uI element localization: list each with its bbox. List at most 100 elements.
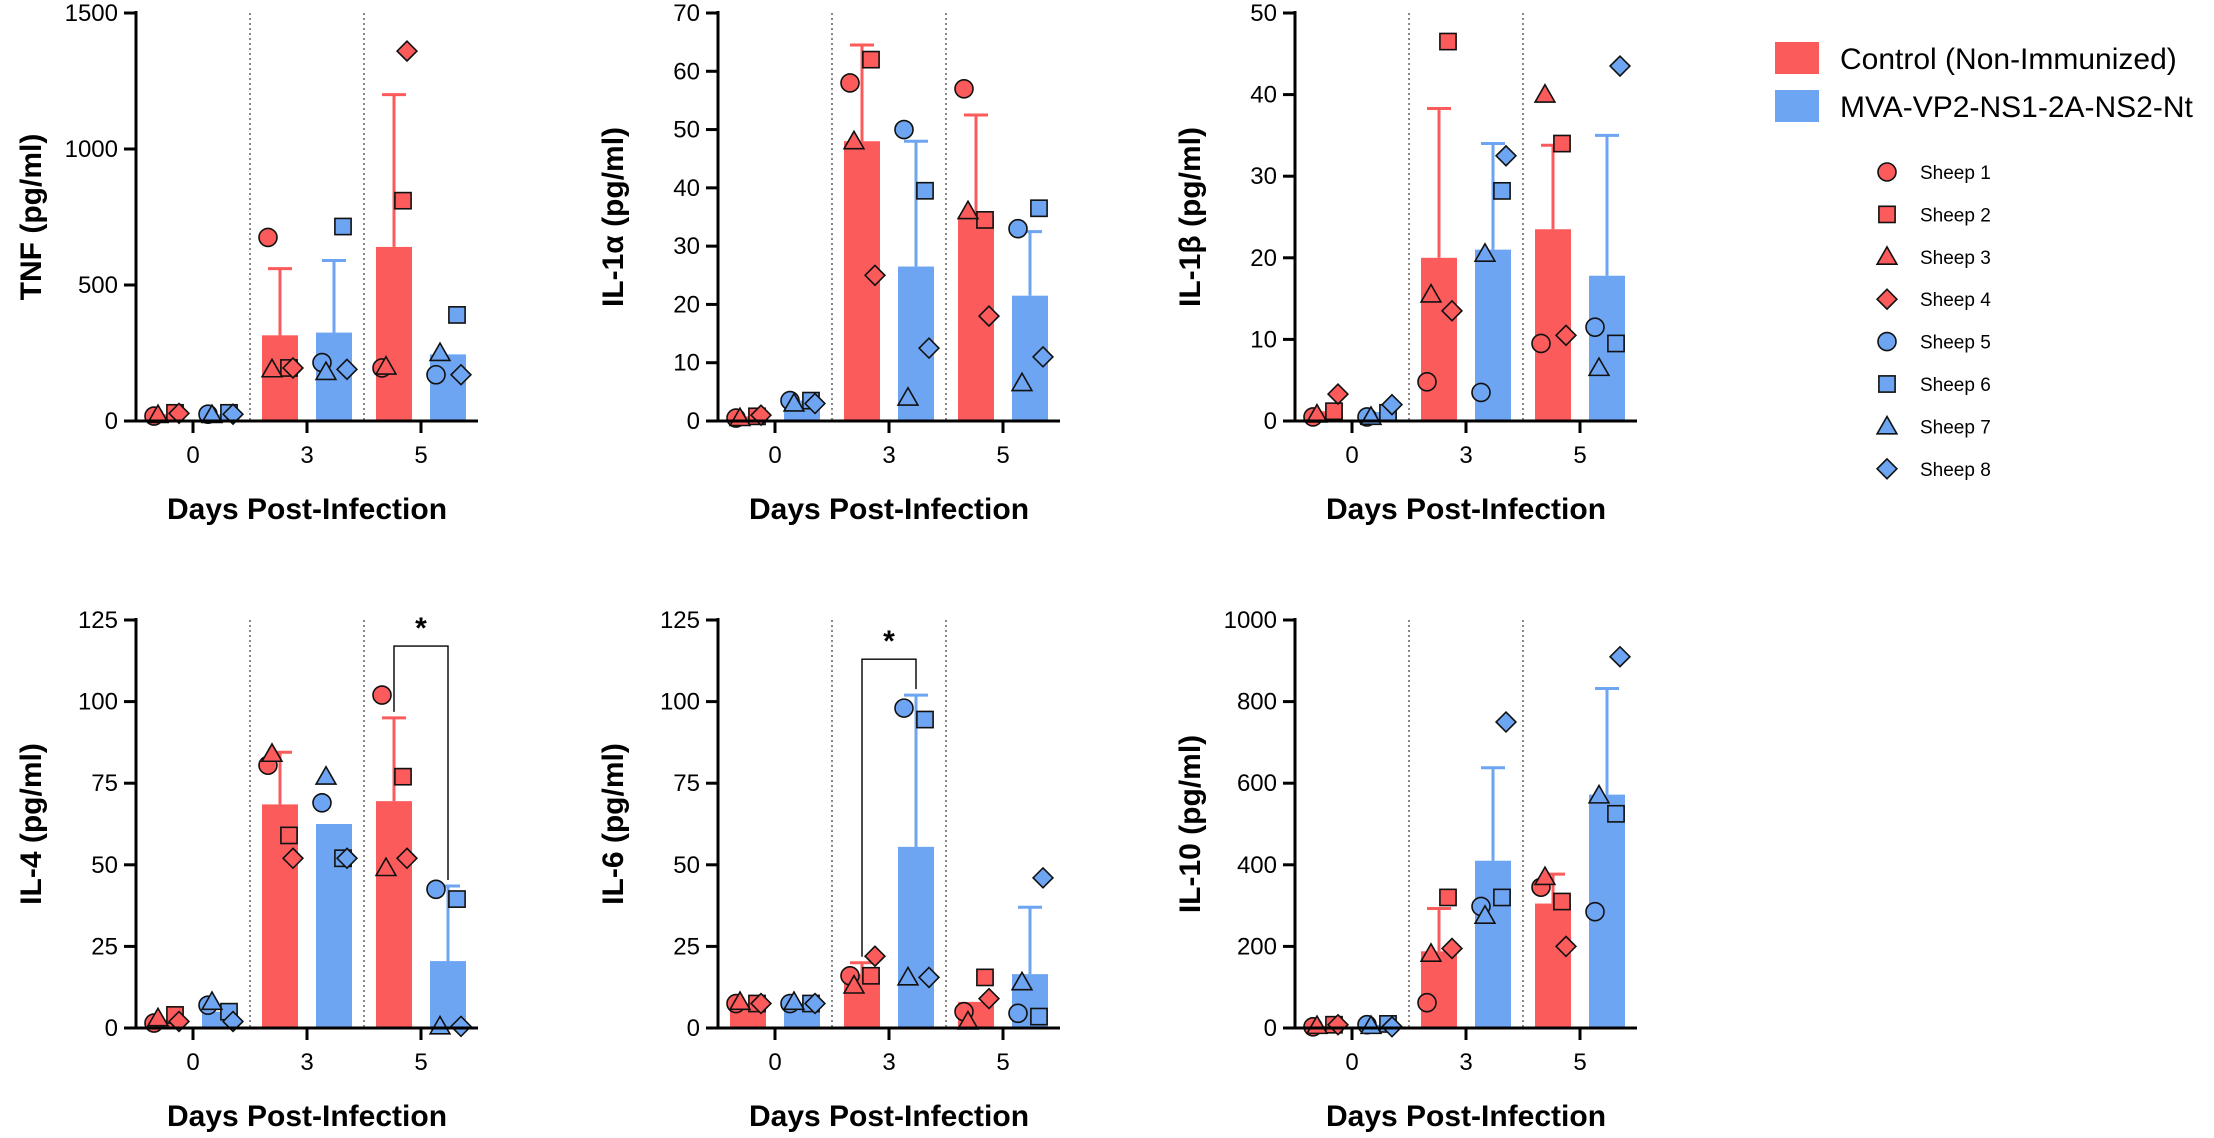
data-point: [976, 211, 994, 229]
data-point: [1553, 134, 1571, 153]
data-point: [749, 992, 773, 1015]
chart-panel-2: 0 10 20 30 40 50 60 70 0 3 5 Days Post-Infection IL-…: [597, 0, 1060, 526]
data-point: [1440, 299, 1464, 322]
data-point: [1008, 218, 1028, 239]
data-point: [335, 358, 359, 381]
y-tick-label: 0: [1264, 408, 1277, 435]
y-tick-label: 500: [78, 272, 118, 299]
data-point: [394, 191, 412, 210]
chart-panel-1: 0 500 1000 1500 0 3 5 Days Post-Infection TNF (p…: [15, 0, 478, 526]
data-point: [894, 119, 914, 140]
significance-bracket: [393, 645, 449, 881]
data-point: [1554, 935, 1578, 958]
bar: [1475, 860, 1511, 1028]
data-point: [1008, 1003, 1028, 1024]
data-point: [863, 264, 887, 287]
legend-sheep-label: Sheep 8: [1920, 460, 1991, 481]
legend-sheep-label: Sheep 6: [1920, 375, 1991, 396]
y-tick-label: 50: [673, 117, 700, 144]
x-tick-label: 0: [186, 442, 199, 469]
x-tick-label: 5: [996, 442, 1009, 469]
data-point: [1553, 892, 1571, 911]
y-tick-label: 10: [1250, 326, 1277, 353]
data-point: [314, 360, 338, 381]
x-tick-label: 3: [1459, 442, 1472, 469]
bar: [898, 846, 934, 1028]
y-axis-title: TNF (pg/ml): [15, 134, 48, 301]
y-axis-title: IL-6 (pg/ml): [597, 743, 630, 905]
bar: [262, 335, 298, 421]
y-tick-label: 0: [687, 408, 700, 435]
y-tick-label: 1000: [1224, 607, 1277, 634]
data-point: [842, 129, 866, 150]
x-tick-label: 5: [414, 442, 427, 469]
data-point: [1419, 283, 1443, 303]
data-point: [260, 742, 284, 763]
legend-sheep-marker: [1877, 331, 1897, 352]
data-point: [916, 181, 934, 200]
y-axis-title: IL-4 (pg/ml): [15, 743, 48, 905]
data-point: [395, 847, 419, 870]
data-point: [803, 392, 827, 415]
data-point: [374, 355, 398, 375]
y-tick-label: 75: [91, 770, 118, 797]
y-tick-label: 0: [1264, 1015, 1277, 1042]
data-point: [1585, 317, 1605, 337]
data-point: [1608, 645, 1632, 668]
significance-label: *: [415, 612, 427, 645]
bar: [730, 416, 766, 421]
significance-label: *: [883, 625, 895, 658]
data-point: [426, 879, 446, 900]
data-point: [1493, 888, 1511, 907]
x-tick-label: 3: [882, 442, 895, 469]
y-tick-label: 40: [1250, 82, 1277, 109]
y-axis-title: IL-1α (pg/ml): [597, 127, 630, 307]
data-point: [1326, 383, 1350, 406]
legend-sheep-label: Sheep 5: [1920, 333, 1991, 354]
data-point: [281, 847, 305, 870]
data-point: [1439, 32, 1457, 51]
chart-panel-4: * 0 25 50 75 100 125 0 3 5 Days Post-Infection IL-4…: [15, 607, 478, 1133]
y-axis-title: IL-1β (pg/ml): [1174, 127, 1207, 307]
x-axis-title: Days Post-Infection: [749, 493, 1029, 526]
data-point: [917, 966, 941, 989]
y-tick-label: 25: [673, 933, 700, 960]
x-tick-label: 5: [414, 1049, 427, 1076]
data-point: [842, 974, 866, 994]
data-point: [200, 990, 224, 1011]
y-tick-label: 50: [1250, 0, 1277, 27]
bar: [376, 801, 412, 1028]
data-point: [1587, 783, 1611, 804]
y-tick-label: 1500: [65, 0, 118, 27]
y-tick-label: 100: [78, 689, 118, 716]
data-point: [782, 990, 806, 1011]
legend-sheep-marker: [1878, 205, 1896, 224]
data-point: [1417, 372, 1437, 392]
data-point: [1439, 888, 1457, 907]
legend-sheep-marker: [1877, 162, 1897, 182]
x-axis-title: Days Post-Infection: [749, 1100, 1029, 1133]
data-point: [428, 341, 452, 362]
data-point: [426, 364, 446, 385]
legend-sheep-marker: [1875, 414, 1899, 435]
data-point: [1494, 144, 1518, 167]
y-tick-label: 600: [1237, 770, 1277, 797]
data-point: [374, 856, 398, 877]
x-tick-label: 0: [186, 1049, 199, 1076]
data-point: [312, 792, 332, 813]
data-point: [840, 73, 860, 93]
y-tick-label: 400: [1237, 852, 1277, 879]
y-tick-label: 0: [687, 1015, 700, 1042]
data-point: [1031, 345, 1055, 368]
legend-sheep-label: Sheep 4: [1920, 290, 1991, 311]
data-point: [728, 990, 752, 1011]
legend-sheep-label: Sheep 2: [1920, 205, 1991, 226]
data-point: [449, 1015, 473, 1038]
y-tick-label: 50: [91, 852, 118, 879]
data-point: [977, 305, 1001, 328]
legend-sheep-marker: [1875, 288, 1899, 311]
y-tick-label: 10: [673, 350, 700, 377]
bar: [1421, 951, 1457, 1028]
legend-group-label: Control (Non-Immunized): [1840, 43, 2177, 76]
